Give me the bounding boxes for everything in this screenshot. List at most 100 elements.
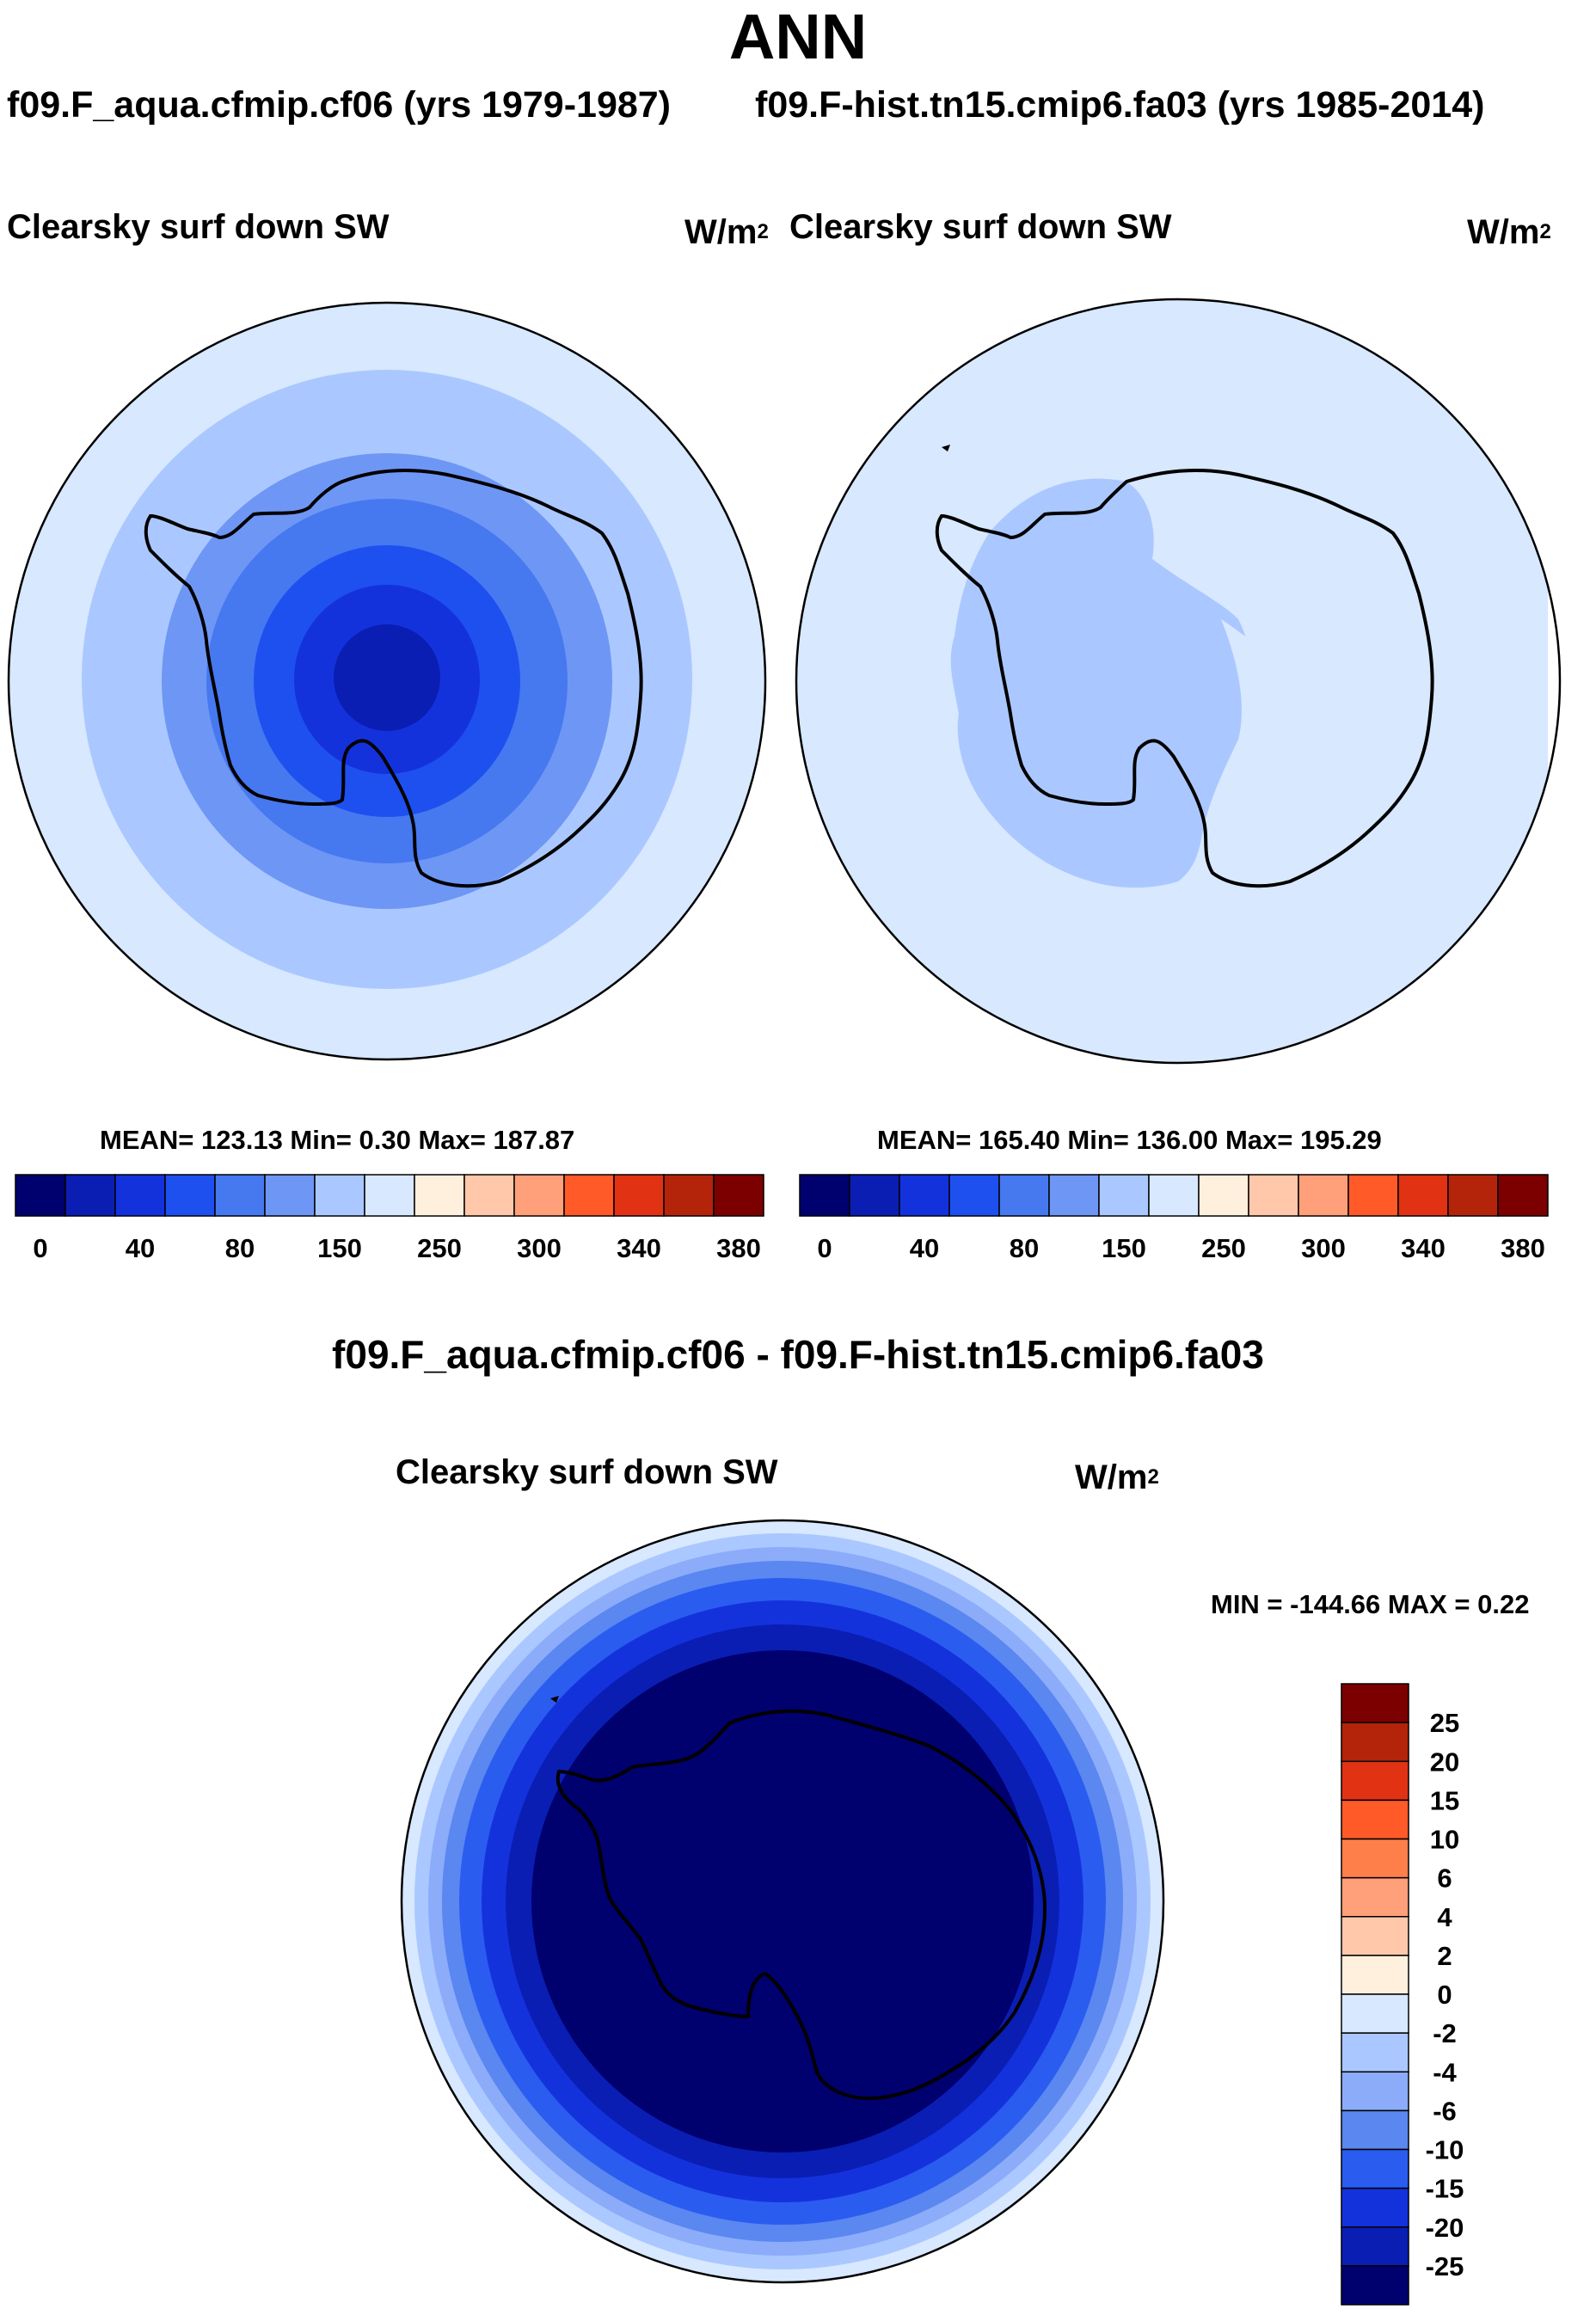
panel2-colorbar-box [899,1174,950,1217]
panel2-colorbar-label: 150 [1102,1233,1146,1263]
diff-units: W/m2 [1075,1458,1159,1496]
diff-colorbar-box [1341,1993,1409,2034]
panel1-colorbar-box [663,1174,715,1217]
panel2-colorbar-label: 0 [817,1233,832,1263]
diff-colorbar-box [1341,2265,1409,2306]
panel1-field-10 [334,624,440,731]
panel1-variable-label: Clearsky surf down SW [7,208,390,246]
panel2-colorbar-box [1048,1174,1100,1217]
diff-colorbar-label: 6 [1437,1864,1452,1894]
diff-colorbar-box [1341,1955,1409,1995]
diff-colorbar-label: 25 [1430,1708,1459,1738]
panel1-colorbar-box [414,1174,465,1217]
panel1-colorbar-box [15,1174,66,1217]
panel1-colorbar-box [214,1174,266,1217]
panel1-colorbar-box [364,1174,415,1217]
panel2-colorbar-box [1198,1174,1249,1217]
diff-island [550,1696,559,1703]
diff-colorbar-label: 4 [1437,1902,1452,1932]
panel2-case-title: f09.F-hist.tn15.cmip6.fa03 (yrs 1985-201… [755,84,1485,126]
panel2-field-interior-150 [1200,619,1410,891]
panel1-colorbar-label: 0 [33,1233,47,1263]
panel2-colorbar-box [1447,1174,1499,1217]
panel2-field-140 [950,478,1253,888]
panel2-colorbar-label: 40 [910,1233,939,1263]
diff-variable-label: Clearsky surf down SW [396,1453,778,1491]
panel1-colorbar-label: 300 [517,1233,562,1263]
diff-colorbar-box [1341,2226,1409,2267]
panel1-colorbar-box [563,1174,615,1217]
panel2-map [795,298,1562,1065]
diff-colorbar-box [1341,1760,1409,1802]
diff-title: f09.F_aqua.cfmip.cf06 - f09.F-hist.tn15.… [332,1332,1264,1377]
diff-colorbar-label: 0 [1437,1980,1452,2010]
panel2-colorbar-box [1397,1174,1449,1217]
diff-colorbar-box [1341,2148,1409,2189]
diff-colorbar-label: -15 [1426,2174,1464,2204]
diff-stats: MIN = -144.66 MAX = 0.22 [1211,1589,1530,1619]
panel2-colorbar-box [1098,1174,1150,1217]
panel1-colorbar-label: 80 [225,1233,255,1263]
panel1-case-title: f09.F_aqua.cfmip.cf06 (yrs 1979-1987) [7,84,672,126]
diff-colorbar-label: -20 [1426,2213,1464,2243]
diff-colorbar-label: 10 [1430,1825,1459,1855]
panel1-colorbar-label: 150 [317,1233,362,1263]
panel2-colorbar-box [1148,1174,1200,1217]
panel1-colorbar-box [164,1174,216,1217]
panel1-colorbar-box [513,1174,565,1217]
diff-colorbar-label: 20 [1430,1747,1459,1777]
panel2-colorbar-box [1347,1174,1399,1217]
panel2-colorbar-box [1497,1174,1549,1217]
panel2-colorbar-box [799,1174,850,1217]
diff-colorbar-label: -6 [1433,2096,1457,2126]
diff-colorbar-box [1341,2109,1409,2151]
diff-colorbar-label: 2 [1437,1941,1452,1971]
diff-colorbar-label: -2 [1433,2018,1457,2048]
panel2-colorbar-box [1298,1174,1349,1217]
diff-colorbar-label: -10 [1426,2135,1464,2165]
diff-colorbar-box [1341,2071,1409,2112]
diff-field-lowest [531,1650,1034,2152]
panel1-units: W/m2 [684,213,769,251]
panel2-colorbar-box [849,1174,900,1217]
panel1-colorbar-box [713,1174,764,1217]
main-title: ANN [728,1,868,72]
panel1-colorbar: 0 40 80 150 250 300 340 380 [15,1174,764,1263]
diff-colorbar-box [1341,2187,1409,2228]
panel1-colorbar-box [114,1174,166,1217]
diff-colorbar-box [1341,1916,1409,1956]
panel2-stats: MEAN= 165.40 Min= 136.00 Max= 195.29 [877,1125,1382,1155]
diff-map [400,1519,1165,2284]
diff-colorbar-label: 15 [1430,1785,1459,1815]
diff-colorbar-box [1341,1838,1409,1879]
panel1-colorbar-label: 40 [126,1233,155,1263]
diff-colorbar-box [1341,2032,1409,2072]
panel1-colorbar-box [64,1174,116,1217]
panel2-colorbar-label: 300 [1301,1233,1346,1263]
panel2-units: W/m2 [1467,213,1551,251]
diff-colorbar-label: -25 [1426,2251,1464,2281]
panel1-colorbar-label: 340 [617,1233,661,1263]
panel2-colorbar-label: 250 [1201,1233,1246,1263]
panel2-colorbar-box [998,1174,1050,1217]
panel2-island [942,445,950,451]
panel2-colorbar-label: 340 [1401,1233,1446,1263]
diff-colorbar-box [1341,1722,1409,1762]
panel2-colorbar-label: 380 [1501,1233,1545,1263]
panel2-colorbar-box [948,1174,1000,1217]
panel2-colorbar-box [1248,1174,1299,1217]
diff-colorbar-box [1341,1876,1409,1918]
panel2-variable-label: Clearsky surf down SW [789,208,1172,246]
panel1-island [142,316,152,323]
panel1-colorbar-box [613,1174,665,1217]
panel1-map [7,301,767,1061]
diff-colorbar-box [1341,1683,1409,1723]
panel2-map-border [795,298,1562,1065]
panel1-map-border [7,301,767,1061]
panel2-colorbar: 0 40 80 150 250 300 340 380 [799,1174,1549,1263]
panel1-colorbar-box [264,1174,316,1217]
diff-colorbar-box [1341,1799,1409,1840]
panel1-colorbar-box [314,1174,365,1217]
